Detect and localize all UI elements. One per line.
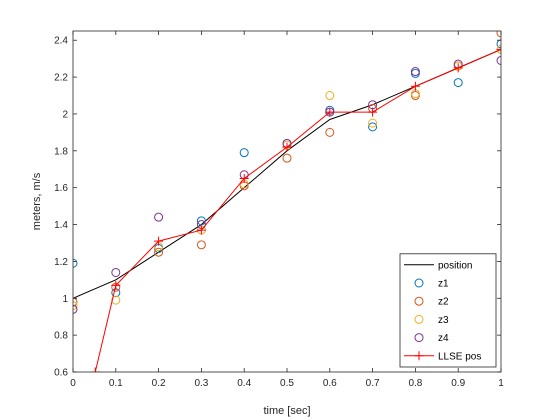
y-tick-label: 1.6 xyxy=(54,183,68,194)
data-point-circle xyxy=(73,297,78,307)
data-point-plus xyxy=(410,81,420,91)
data-point-circle xyxy=(368,122,378,132)
data-point-circle xyxy=(453,78,463,88)
data-point-plus xyxy=(368,107,378,117)
legend-marker xyxy=(414,296,424,306)
data-point-plus xyxy=(239,173,249,183)
data-point-circle xyxy=(325,91,335,101)
legend-marker xyxy=(414,351,424,361)
y-axis: 0.6 0.8 1 1.2 1.4 1.6 1.8 2 2.2 2.4 xyxy=(54,36,501,379)
data-point-plus xyxy=(325,107,335,117)
legend-label: z3 xyxy=(438,315,449,326)
data-point-circle xyxy=(111,267,121,277)
x-tick-label: 0 xyxy=(70,378,76,389)
x-tick-label: 0.6 xyxy=(323,378,337,389)
x-tick-label: 0.2 xyxy=(152,378,166,389)
x-tick-label: 1 xyxy=(498,378,504,389)
y-tick-label: 2.2 xyxy=(54,73,68,84)
x-tick-label: 0.8 xyxy=(408,378,422,389)
legend-box xyxy=(399,253,497,368)
data-point-circle xyxy=(496,31,501,38)
legend-label: LLSE pos xyxy=(438,351,481,362)
legend-item: position xyxy=(404,260,472,271)
y-tick-label: 1 xyxy=(62,294,68,305)
data-point-circle xyxy=(282,153,292,163)
data-point-circle xyxy=(239,148,249,158)
data-point-plus xyxy=(496,44,501,54)
data-point-plus xyxy=(111,280,121,290)
data-point-circle xyxy=(196,240,206,250)
legend-marker xyxy=(414,333,424,343)
legend-label: z4 xyxy=(438,333,449,344)
legend-marker xyxy=(414,314,424,324)
x-axis: 0 0.1 0.2 0.3 0.4 0.5 0.6 0.7 0.8 0.9 1 xyxy=(70,31,504,389)
data-point-circle xyxy=(496,55,501,65)
data-point-plus xyxy=(154,236,164,246)
data-point-plus xyxy=(196,225,206,235)
series-layer xyxy=(73,31,501,372)
legend: position z1 z2 z3 z4 LLSE pos xyxy=(399,253,497,368)
x-tick-label: 0.3 xyxy=(194,378,208,389)
y-tick-label: 0.8 xyxy=(54,331,68,342)
x-tick-label: 0.4 xyxy=(237,378,251,389)
y-tick-label: 0.6 xyxy=(54,368,68,379)
data-point-circle xyxy=(154,247,164,257)
x-tick-label: 0.9 xyxy=(451,378,465,389)
data-point-plus xyxy=(90,367,100,372)
legend-item: LLSE pos xyxy=(404,351,481,362)
legend-item: z1 xyxy=(414,278,449,290)
legend-marker xyxy=(414,278,424,288)
y-tick-label: 1.4 xyxy=(54,220,68,231)
x-tick-label: 0.1 xyxy=(109,378,123,389)
data-point-circle xyxy=(73,304,78,314)
data-point-circle xyxy=(154,212,164,222)
y-tick-label: 2.4 xyxy=(54,36,68,47)
series-llse-pos xyxy=(90,44,501,372)
data-point-circle xyxy=(410,67,420,77)
x-tick-label: 0.5 xyxy=(280,378,294,389)
data-point-plus xyxy=(282,142,292,152)
legend-label: z1 xyxy=(438,279,449,290)
data-point-circle xyxy=(196,216,206,226)
x-tick-label: 0.7 xyxy=(366,378,380,389)
y-tick-label: 1.2 xyxy=(54,257,68,268)
y-tick-label: 1.8 xyxy=(54,146,68,157)
legend-item: z3 xyxy=(414,314,449,326)
data-point-circle xyxy=(368,118,378,128)
y-axis-label: meters, m/s xyxy=(31,172,43,230)
data-point-circle xyxy=(325,127,335,137)
legend-item: z2 xyxy=(414,296,449,308)
legend-label: z2 xyxy=(438,297,449,308)
legend-item: z4 xyxy=(414,333,449,344)
legend-label: position xyxy=(438,260,472,271)
data-point-circle xyxy=(73,258,78,268)
data-point-plus xyxy=(453,63,463,73)
data-point-circle xyxy=(496,39,501,49)
data-point-circle xyxy=(73,301,78,311)
y-tick-label: 2 xyxy=(62,109,68,120)
x-axis-label: time [sec] xyxy=(263,405,310,417)
